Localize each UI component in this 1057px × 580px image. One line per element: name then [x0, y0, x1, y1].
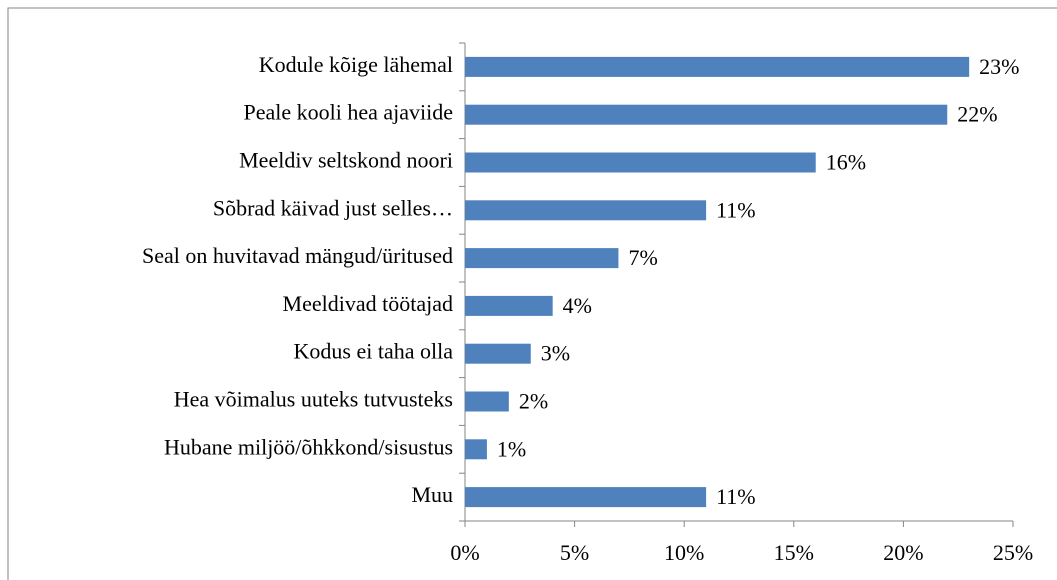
- bar: [465, 248, 619, 269]
- value-label: 4%: [563, 293, 592, 318]
- bar: [465, 56, 970, 77]
- bar: [465, 343, 531, 364]
- y-tick-label: Meeldiv seltskond noori: [239, 148, 453, 173]
- value-label: 11%: [716, 484, 756, 509]
- bar: [465, 152, 816, 173]
- bar: [465, 439, 487, 460]
- y-tick-label: Muu: [411, 482, 453, 507]
- bar: [465, 295, 553, 316]
- x-tick-label: 0%: [450, 540, 479, 565]
- y-tick-label: Kodule kõige lähemal: [259, 52, 453, 77]
- value-label: 11%: [716, 197, 756, 222]
- value-label: 3%: [541, 341, 570, 366]
- y-tick-label: Meeldivad töötajad: [283, 291, 453, 316]
- y-tick-label: Hea võimalus uuteks tutvusteks: [174, 387, 453, 412]
- value-label: 22%: [957, 102, 997, 127]
- bar: [465, 487, 707, 508]
- value-label: 16%: [826, 150, 866, 175]
- value-label: 23%: [979, 54, 1019, 79]
- x-tick-label: 15%: [774, 540, 814, 565]
- y-tick-label: Kodus ei taha olla: [294, 339, 454, 364]
- bar: [465, 104, 948, 125]
- value-label: 1%: [497, 436, 526, 461]
- x-tick-label: 10%: [664, 540, 704, 565]
- y-tick-label: Sõbrad käivad just selles…: [213, 195, 453, 220]
- y-tick-label: Hubane miljöö/õhkkond/sisustus: [164, 434, 453, 459]
- x-tick-label: 5%: [560, 540, 589, 565]
- chart-border: [7, 7, 1057, 580]
- value-label: 7%: [628, 245, 657, 270]
- value-label: 2%: [519, 389, 548, 414]
- bar: [465, 200, 707, 221]
- y-tick-label: Seal on huvitavad mängud/üritused: [142, 243, 453, 268]
- x-tick-label: 25%: [993, 540, 1033, 565]
- y-tick-label: Peale kooli hea ajaviide: [243, 100, 453, 125]
- x-tick-label: 20%: [883, 540, 923, 565]
- bar: [465, 391, 509, 412]
